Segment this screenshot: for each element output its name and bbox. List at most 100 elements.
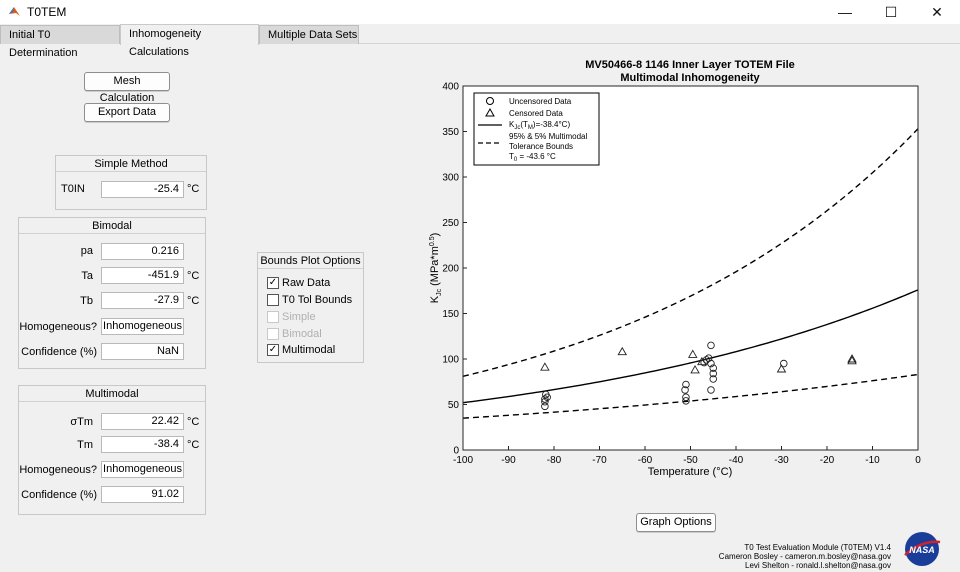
simple-check [267,311,279,323]
uncensored-point [541,398,549,406]
simple-method-panel: Simple Method T0IN -25.4 °C [55,155,207,210]
x-tick-label: -50 [683,455,698,466]
multimodal-title: Multimodal [19,386,205,402]
censored-point [687,349,698,358]
bimodal-confidence-label: Confidence (%) [21,346,97,358]
tb-label: Tb [80,295,93,307]
matlab-app-icon [9,7,20,16]
tb-unit: °C [187,295,200,307]
y-tick-label: 150 [442,309,459,320]
tab-bar: Initial T0 Determination Inhomogeneity C… [0,24,960,59]
multimodal-check[interactable]: ✓ [267,344,279,356]
censored-point [617,346,628,356]
simple-label: Simple [282,311,316,323]
minimize-button[interactable]: — [838,4,852,20]
y-tick-label: 200 [442,264,459,275]
simple-method-title: Simple Method [56,156,206,172]
x-tick-label: -30 [774,455,789,466]
x-tick-label: -90 [501,455,516,466]
t0in-field[interactable]: -25.4 [101,181,184,198]
multimodal-panel: Multimodal σTm 22.42 °C Tm -38.4 °C Homo… [18,385,206,515]
multimodal-confidence-label: Confidence (%) [21,489,97,501]
ta-unit: °C [187,270,200,282]
uncensored-point [541,395,549,403]
tab-multiple-data-sets[interactable]: Multiple Data Sets [259,25,359,44]
export-data-button[interactable]: Export Data [84,103,170,122]
maximize-button[interactable]: ☐ [884,4,898,20]
bounds-plot-options-title: Bounds Plot Options [258,253,363,269]
raw-data-check[interactable]: ✓ [267,277,279,289]
uncensored-point [682,393,690,401]
lower-bound-curve [462,373,919,419]
y-tick-label: 350 [442,127,459,138]
uncensored-point [682,397,690,405]
sigma-tm-label: σTm [70,416,93,428]
uncensored-point [707,341,715,350]
pa-label: pa [80,245,93,257]
svg-text:NASA: NASA [909,545,935,555]
legend-bounds-line2: Tolerance Bounds [509,142,573,151]
sigma-tm-field[interactable]: 22.42 [101,413,184,430]
censored-point [847,355,857,365]
legend-bounds-line1: 95% & 5% Multimodal [509,132,587,141]
uncensored-point [541,402,549,411]
tb-field[interactable]: -27.9 [101,292,184,309]
chart-subtitle: Multimodal Inhomogeneity [620,72,760,84]
uncensored-point [681,386,689,394]
multimodal-homogeneous-field[interactable]: Inhomogeneous [101,461,184,478]
ta-field[interactable]: -451.9 [101,267,184,284]
close-button[interactable]: ✕ [931,4,943,20]
y-tick-label: 50 [448,400,460,411]
censored-point [776,364,787,373]
x-tick-label: -40 [729,455,744,466]
tab-inhomogeneity[interactable]: Inhomogeneity Calculations [120,24,259,58]
uncensored-point [709,364,718,372]
y-tick-label: 0 [453,446,459,457]
legend-median: KJc(TM)=-38.4°C) [509,120,570,131]
bimodal-title: Bimodal [19,218,205,234]
footer-author-1: Cameron Bosley - cameron.m.bosley@nasa.g… [718,552,891,561]
censored-point [690,365,700,374]
t0-tol-bounds-label: T0 Tol Bounds [282,294,353,306]
y-tick-label: 100 [442,355,459,366]
censored-point [540,362,550,371]
legend-circle-marker [486,97,494,105]
bimodal-label: Bimodal [282,328,322,340]
uncensored-point [542,390,550,399]
t0in-unit: °C [187,183,200,195]
y-tick-label: 250 [442,218,459,229]
bimodal-homogeneous-label: Homogeneous? [19,321,97,333]
legend-triangle-marker [485,107,495,117]
multimodal-confidence-field[interactable]: 91.02 [101,486,184,503]
tm-label: Tm [77,439,93,451]
chart-title: MV50466-8 1146 Inner Layer TOTEM File [585,59,795,71]
uncensored-point [707,386,715,394]
censored-point [697,356,707,366]
uncensored-point [707,359,715,368]
legend-uncensored: Uncensored Data [509,97,572,106]
median-curve [462,289,919,404]
bounds-plot-options-panel: Bounds Plot Options ✓ Raw Data T0 Tol Bo… [257,252,364,363]
mesh-calculation-button[interactable]: Mesh Calculation [84,72,170,104]
footer-author-2: Levi Shelton - ronald.l.shelton@nasa.gov [745,561,891,570]
upper-bound-curve [462,128,919,377]
footer-version: T0 Test Evaluation Module (T0TEM) V1.4 [744,543,891,552]
nasa-logo: NASA [904,532,941,566]
legend-t0: T0 = -43.6 °C [509,152,556,163]
bimodal-homogeneous-field[interactable]: Inhomogeneous [101,318,184,335]
t0-tol-bounds-check[interactable] [267,294,279,306]
raw-data-label: Raw Data [282,277,331,289]
y-tick-label: 300 [442,173,459,184]
bimodal-confidence-field[interactable]: NaN [101,343,184,360]
graph-options-button[interactable]: Graph Options [636,513,716,532]
pa-field[interactable]: 0.216 [101,243,184,260]
tab-initial-t0[interactable]: Initial T0 Determination [0,25,120,59]
uncensored-point [780,359,788,368]
x-tick-label: 0 [915,455,921,466]
x-tick-label: -70 [592,455,607,466]
ta-label: Ta [81,270,93,282]
x-tick-label: -80 [547,455,562,466]
tm-field[interactable]: -38.4 [101,436,184,453]
uncensored-point [709,369,718,378]
